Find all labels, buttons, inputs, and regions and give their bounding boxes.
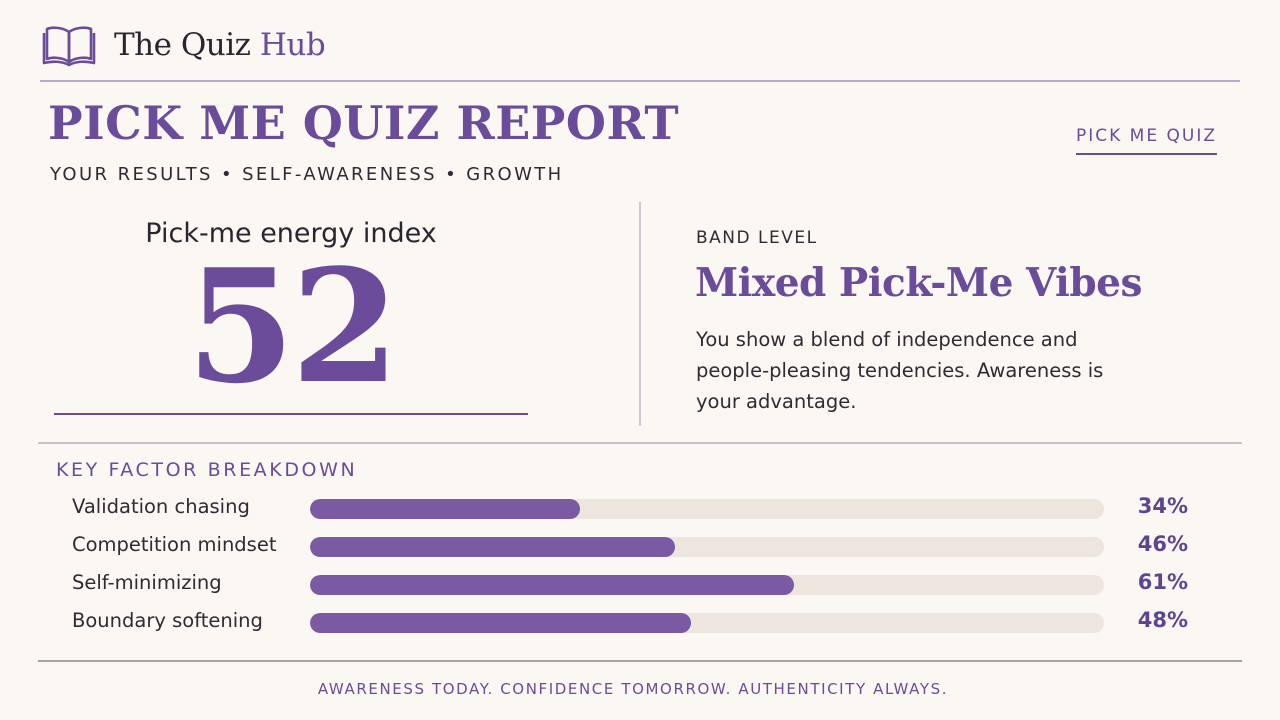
footer-divider [38,660,1242,662]
factor-label: Competition mindset [72,533,277,556]
header-divider [40,80,1240,82]
score-underline [54,413,528,415]
factor-bar-track [310,613,1104,633]
factor-bar-track [310,499,1104,519]
page-title: PICK ME QUIZ REPORT [48,96,680,150]
band-description: You show a blend of independence and peo… [696,328,1104,413]
brand-name-primary: The Quiz [114,27,260,63]
factor-list: Validation chasing 34% Competition minds… [0,489,1280,641]
breakdown-title: KEY FACTOR BREAKDOWN [56,459,358,481]
factor-row-self-minimizing: Self-minimizing 61% [0,565,1280,603]
quiz-tag-link[interactable]: PICK ME QUIZ [1076,126,1217,155]
band-label: BAND LEVEL [696,228,818,248]
page-subtitle: YOUR RESULTS • SELF-AWARENESS • GROWTH [50,164,564,185]
factor-bar-fill [310,499,580,519]
factor-label: Validation chasing [72,495,250,518]
section-divider-vertical [639,202,641,426]
score-value: 52 [186,235,399,418]
factor-percent: 46% [1137,532,1188,556]
band-name: Mixed Pick-Me Vibes [695,260,1142,306]
brand-name-accent: Hub [259,27,326,63]
factor-bar-fill [310,613,692,633]
brand-name: The Quiz Hub [114,27,326,63]
factor-row-competition-mindset: Competition mindset 46% [0,527,1280,565]
factor-percent: 61% [1137,570,1188,594]
open-book-icon [42,23,96,67]
factor-label: Boundary softening [72,609,263,632]
factor-bar-fill [310,575,795,595]
footer-tagline: AWARENESS TODAY. CONFIDENCE TOMORROW. AU… [317,680,949,698]
breakdown-divider [38,442,1242,444]
brand-header[interactable]: The Quiz Hub [42,22,326,68]
factor-label: Self-minimizing [72,571,222,594]
factor-row-validation-chasing: Validation chasing 34% [0,489,1280,527]
factor-percent: 48% [1137,608,1188,632]
factor-bar-fill [310,537,676,557]
factor-bar-track [310,537,1104,557]
score-label: Pick-me energy index [145,218,437,249]
factor-row-boundary-softening: Boundary softening 48% [0,603,1280,641]
factor-percent: 34% [1137,494,1188,518]
factor-bar-track [310,575,1104,595]
